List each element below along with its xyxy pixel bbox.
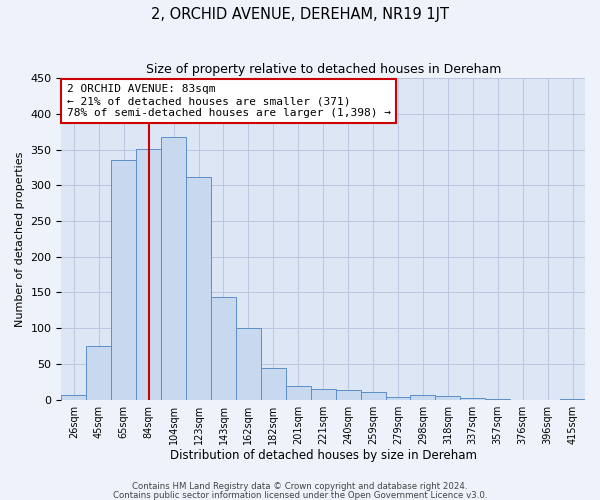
Text: Contains public sector information licensed under the Open Government Licence v3: Contains public sector information licen… [113, 490, 487, 500]
Bar [335, 390, 361, 400]
Text: Contains HM Land Registry data © Crown copyright and database right 2024.: Contains HM Land Registry data © Crown c… [132, 482, 468, 491]
Bar [560, 399, 585, 400]
Bar [261, 368, 286, 400]
Title: Size of property relative to detached houses in Dereham: Size of property relative to detached ho… [146, 62, 501, 76]
Bar [136, 149, 161, 400]
Text: 2, ORCHID AVENUE, DEREHAM, NR19 1JT: 2, ORCHID AVENUE, DEREHAM, NR19 1JT [151, 8, 449, 22]
Bar [361, 392, 386, 400]
Bar [386, 397, 410, 400]
Bar [61, 394, 86, 400]
Bar [186, 178, 211, 400]
Bar [485, 399, 510, 400]
Bar [211, 298, 236, 400]
Bar [410, 396, 436, 400]
Bar [460, 398, 485, 400]
Bar [111, 160, 136, 400]
X-axis label: Distribution of detached houses by size in Dereham: Distribution of detached houses by size … [170, 450, 477, 462]
Bar [236, 328, 261, 400]
Bar [286, 386, 311, 400]
Bar [436, 396, 460, 400]
Text: 2 ORCHID AVENUE: 83sqm
← 21% of detached houses are smaller (371)
78% of semi-de: 2 ORCHID AVENUE: 83sqm ← 21% of detached… [67, 84, 391, 117]
Bar [311, 389, 335, 400]
Bar [86, 346, 111, 400]
Bar [161, 136, 186, 400]
Y-axis label: Number of detached properties: Number of detached properties [15, 151, 25, 326]
